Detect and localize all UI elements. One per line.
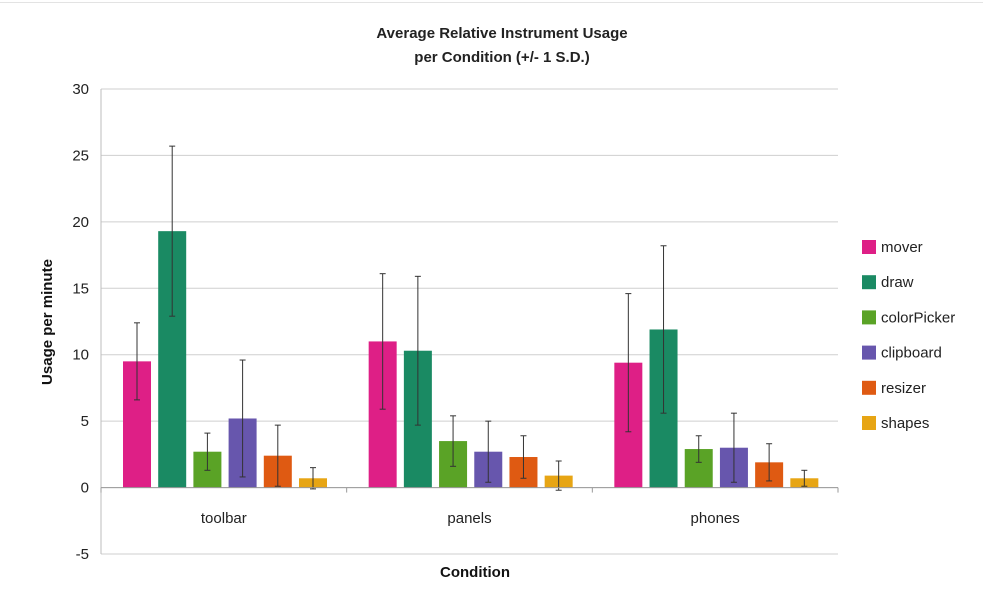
errorbar-toolbar-clipboard [239,359,246,478]
legend-item-mover: mover [862,239,923,256]
legend-swatch-clipboard [862,345,876,360]
errorbar-phones-clipboard [730,412,737,483]
errorbar-panels-colorPicker [450,415,457,467]
chart-title-line2: per Condition (+/- 1 S.D.) [414,49,589,66]
y-tick-label-1: 0 [81,480,89,497]
errorbar-toolbar-shapes [310,467,316,490]
category-labels: toolbar panels phones [201,510,740,527]
bar-marks [123,231,819,488]
legend: mover draw colorPicker clipboard resizer shap… [862,239,955,432]
legend-swatch-mover [862,240,876,254]
y-tick-label-3: 10 [72,347,89,364]
category-label-phones: phones [691,510,740,527]
errorbar-phones-mover [625,293,632,433]
legend-item-clipboard: clipboard [862,345,942,362]
category-label-panels: panels [447,510,491,527]
y-tick-label-6: 25 [72,147,89,164]
errorbar-toolbar-colorPicker [204,432,211,471]
legend-label-draw: draw [881,274,914,291]
errorbar-panels-resizer [520,435,527,479]
y-tick-labels: -5 0 5 10 15 20 25 30 [72,81,89,563]
error-bars [134,145,808,491]
errorbar-panels-shapes [555,460,562,491]
legend-item-draw: draw [862,274,914,291]
errorbar-phones-shapes [801,469,808,487]
legend-item-shapes: shapes [862,415,929,432]
legend-swatch-draw [862,275,876,290]
legend-item-resizer: resizer [862,380,926,397]
legend-swatch-colorPicker [862,310,876,325]
errorbar-phones-draw [660,245,667,414]
legend-label-colorPicker: colorPicker [881,309,955,326]
errorbar-panels-draw [414,275,421,426]
legend-label-mover: mover [881,239,923,256]
errorbar-phones-resizer [766,443,773,482]
legend-label-resizer: resizer [881,380,926,397]
y-tick-label-2: 5 [81,413,89,430]
y-tick-label-4: 15 [72,280,89,297]
errorbar-panels-mover [379,273,386,410]
top-divider [0,2,983,3]
legend-item-colorPicker: colorPicker [862,309,955,326]
chart-title-line1: Average Relative Instrument Usage [376,25,627,42]
errorbar-toolbar-mover [134,322,140,401]
category-label-toolbar: toolbar [201,510,247,527]
errorbar-toolbar-draw [169,145,176,317]
y-axis-title: Usage per minute [39,259,56,385]
y-tick-label-0: -5 [76,546,89,563]
errorbar-phones-colorPicker [695,435,702,463]
x-axis [100,487,839,493]
legend-label-clipboard: clipboard [881,345,942,362]
legend-label-shapes: shapes [881,415,929,432]
errorbar-toolbar-resizer [274,424,281,487]
x-axis-title: Condition [440,564,510,581]
errorbar-panels-clipboard [485,420,492,483]
legend-swatch-shapes [862,416,876,430]
y-tick-label-5: 20 [72,214,89,231]
legend-swatch-resizer [862,380,876,395]
y-tick-label-7: 30 [72,81,89,98]
